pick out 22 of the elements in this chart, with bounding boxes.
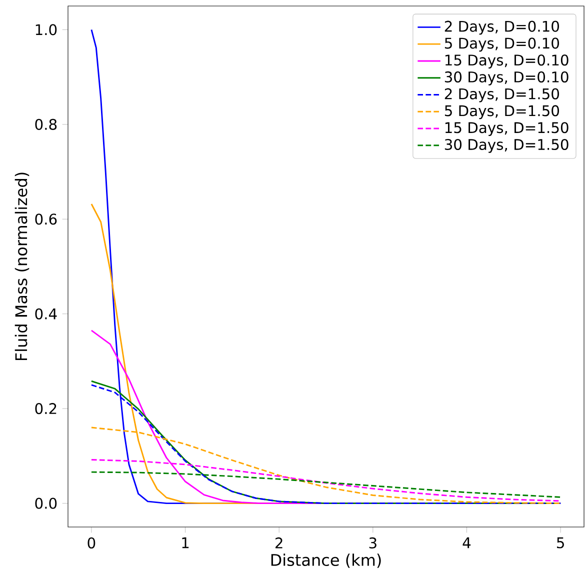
legend-label: 15 Days, D=1.50	[445, 122, 568, 136]
x-axis-title: Distance (km)	[271, 554, 381, 568]
y-tick-label: 0.6	[35, 214, 57, 225]
x-tick-label: 4	[462, 537, 471, 548]
legend-label: 2 Days, D=0.10	[444, 20, 559, 35]
x-tick-label: 1	[182, 537, 189, 548]
legend-label: 5 Days, D=0.10	[444, 38, 559, 52]
y-tick-label: 0.4	[35, 308, 57, 320]
x-tick-label: 2	[275, 537, 282, 548]
x-tick-label: 3	[369, 537, 376, 548]
x-tick-label: 0	[88, 537, 96, 548]
y-tick-label: 1.0	[36, 24, 57, 36]
x-tick-label: 5	[557, 537, 564, 548]
legend-label: 15 Days, D=0.10	[445, 54, 568, 68]
legend-label: 30 Days, D=0.10	[444, 71, 568, 86]
y-tick-label: 0.8	[35, 118, 57, 130]
legend-label: 2 Days, D=1.50	[444, 88, 559, 102]
legend-label: 30 Days, D=1.50	[444, 138, 568, 153]
y-tick-label: 0.2	[35, 403, 56, 414]
y-axis-title: Fluid Mass (normalized)	[14, 172, 30, 360]
legend-label: 5 Days, D=1.50	[444, 105, 559, 120]
y-tick-label: 0.0	[35, 498, 57, 509]
